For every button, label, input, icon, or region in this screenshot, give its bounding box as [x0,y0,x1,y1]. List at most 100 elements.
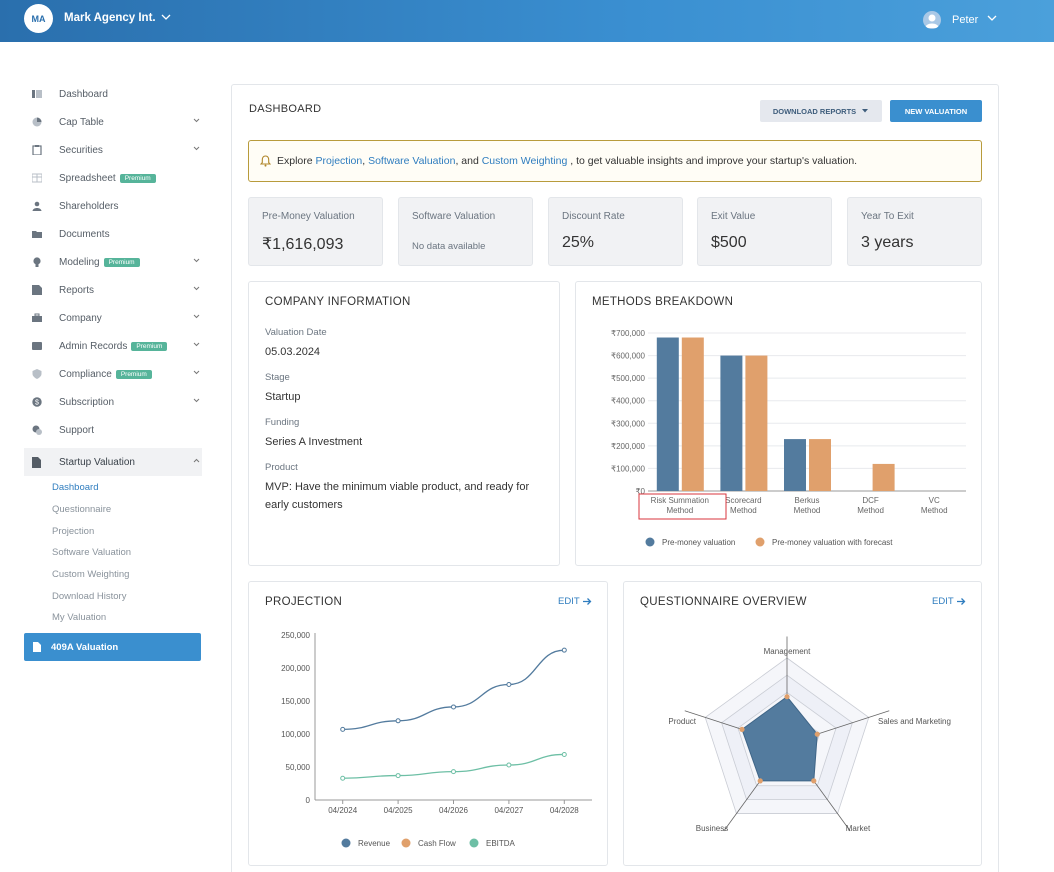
card-title: QUESTIONNAIRE OVERVIEW [640,596,807,608]
sidebar-item-label: Shareholders [59,200,119,212]
sidebar-section-startup-valuation[interactable]: Startup Valuation [24,448,202,476]
sidebar-subitem-custom-weighting[interactable]: Custom Weighting [52,569,130,581]
409a-valuation-button[interactable]: 409A Valuation [24,633,201,661]
sidebar-section-label: Startup Valuation [59,456,135,468]
document-icon [33,642,41,655]
bar-forecast [809,439,831,491]
sidebar-item-label: Admin Records [59,340,128,352]
kpi-label: Software Valuation [412,211,496,222]
sidebar-item-admin-records[interactable]: Admin Records Premium [24,332,202,360]
data-point [340,775,346,781]
y-tick-label: ₹200,000 [611,442,646,451]
409a-valuation-label: 409A Valuation [51,641,119,653]
legend-marker [645,537,655,547]
new-valuation-button[interactable]: NEW VALUATION [890,100,982,122]
chevron-down-icon [193,314,200,319]
download-reports-button[interactable]: DOWNLOAD REPORTS [760,100,882,122]
sidebar-subitem-projection[interactable]: Projection [52,525,95,537]
info-value: MVP: Have the minimum viable product, an… [265,481,530,511]
user-name[interactable]: Peter [952,14,979,26]
sidebar-item-subscription[interactable]: $ Subscription [24,388,202,416]
info-label: Stage [265,372,290,383]
sidebar-item-company[interactable]: Company [24,304,202,332]
legend-label: Revenue [358,839,391,848]
radar-axis-label: Sales and Marketing [878,717,951,726]
software-valuation-link[interactable]: Software Valuation [368,155,456,167]
sidebar-item-label: Cap Table [59,116,104,128]
projection-edit-link[interactable]: EDIT [558,596,592,607]
radar-axis-label: Market [846,824,871,833]
y-tick-label: ₹0 [635,487,645,496]
y-tick-label: 150,000 [281,697,310,706]
sidebar-subitem-download-history[interactable]: Download History [52,590,127,602]
x-tick-label: Risk Summation [651,496,709,505]
sidebar-item-reports[interactable]: Reports [24,276,202,304]
x-tick-label: 04/2026 [439,806,468,815]
alert-prefix: Explore [277,155,313,167]
chevron-down-icon[interactable] [161,13,171,21]
y-tick-label: 100,000 [281,730,310,739]
y-tick-label: 250,000 [281,631,310,640]
y-tick-label: ₹600,000 [611,352,646,361]
sidebar-subitem-software-valuation[interactable]: Software Valuation [52,547,132,559]
sidebar-item-support[interactable]: Support [24,416,202,444]
download-reports-label: DOWNLOAD REPORTS [772,106,857,116]
questionnaire-edit-link[interactable]: EDIT [932,596,966,607]
pie-chart-icon [32,117,42,127]
highlight-box [638,493,727,520]
org-name[interactable]: Mark Agency Int. [64,12,156,24]
sidebar-item-modeling[interactable]: Modeling Premium [24,248,202,276]
sidebar-subitem-my-valuation[interactable]: My Valuation [52,612,107,624]
sidebar-item-label: Company [59,312,102,324]
sidebar-item-shareholders[interactable]: Shareholders [24,192,202,220]
custom-weighting-link[interactable]: Custom Weighting [481,155,568,167]
sidebar-item-documents[interactable]: Documents [24,220,202,248]
data-point [395,773,401,779]
sidebar-item-dashboard[interactable]: Dashboard [24,80,202,108]
info-value: Startup [265,391,301,403]
clipboard-icon [32,145,42,155]
info-label: Valuation Date [265,327,327,338]
sidebar-item-label: Documents [59,228,110,240]
x-tick-label: Berkus [795,496,820,505]
kpi-value: 3 years [861,234,914,251]
sidebar-item-compliance[interactable]: Compliance Premium [24,360,202,388]
info-label: Funding [265,417,300,428]
info-value: 05.03.2024 [265,346,321,358]
radar-point [757,778,763,784]
org-avatar[interactable]: MA [24,4,53,33]
projection-link[interactable]: Projection [315,155,363,167]
sidebar-item-label: Reports [59,284,95,296]
explore-alert: Explore Projection , Software Valuation … [248,140,982,182]
kpi-year-to-exit: Year To Exit 3 years [847,197,982,266]
sidebar-item-cap-table[interactable]: Cap Table [24,108,202,136]
bar-pre-money [656,337,679,491]
report-icon [32,285,42,295]
chevron-down-icon[interactable] [987,14,997,22]
kpi-software-valuation: Software Valuation No data available [398,197,533,266]
radar-point [739,726,745,732]
edit-label: EDIT [558,596,580,607]
premium-badge: Premium [131,341,168,351]
x-tick-label: 04/2024 [328,806,357,815]
y-tick-label: 50,000 [286,763,311,772]
card-title: PROJECTION [265,596,343,608]
data-point [451,704,456,710]
user-avatar-icon[interactable] [923,11,941,29]
sidebar-item-spreadsheet[interactable]: Spreadsheet Premium [24,164,202,192]
bell-icon [260,155,271,167]
kpi-label: Exit Value [711,211,756,222]
arrow-right-icon [582,598,592,605]
sidebar-item-label: Securities [59,144,103,156]
svg-text:$: $ [35,400,39,407]
sidebar-subitem-questionnaire[interactable]: Questionnaire [52,504,112,516]
sidebar-subitem-dashboard[interactable]: Dashboard [52,482,99,494]
radar-axis-label: Product [668,717,696,726]
page-title: DASHBOARD [249,103,322,115]
chevron-down-icon [193,398,200,403]
legend-label: EBITDA [486,839,516,848]
radar-point [784,694,790,700]
sidebar-item-label: Modeling [59,256,100,268]
info-value: Series A Investment [265,436,363,448]
sidebar-item-securities[interactable]: Securities [24,136,202,164]
